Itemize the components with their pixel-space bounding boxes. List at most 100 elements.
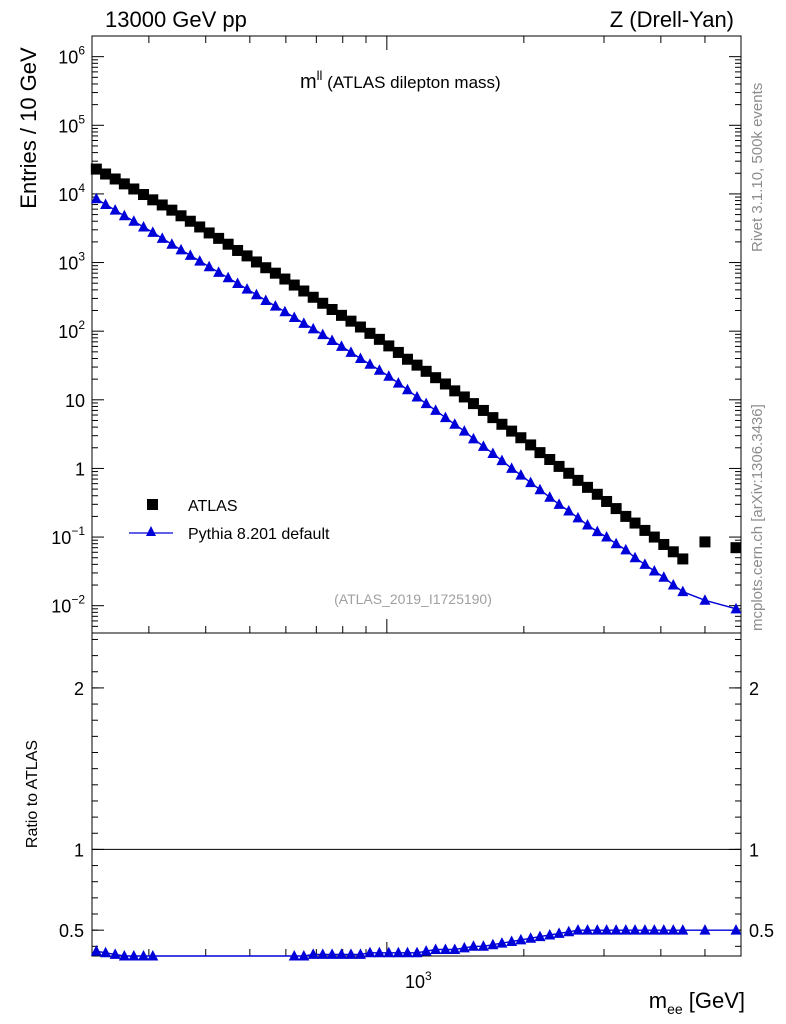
atlas-point [496, 418, 508, 430]
ratio-point [317, 948, 329, 959]
ratio-point [582, 924, 594, 935]
mc-point [364, 358, 376, 369]
atlas-point [601, 495, 613, 507]
atlas-point [515, 432, 527, 444]
ratio-point [90, 945, 102, 956]
main-frame [91, 35, 742, 634]
mc-point [128, 215, 140, 226]
atlas-point [109, 173, 121, 185]
atlas-point [194, 221, 206, 233]
atlas-point [288, 279, 300, 291]
ratio-point [401, 946, 413, 958]
atlas-point [241, 250, 253, 262]
mc-point [572, 511, 584, 523]
x-axis-label: mee [GeV] [649, 988, 745, 1017]
mc-point [232, 277, 244, 289]
mc-point [420, 397, 432, 409]
atlas-point [639, 524, 651, 536]
atlas-point [487, 412, 499, 424]
atlas-point [730, 542, 742, 554]
atlas-point [534, 447, 546, 459]
ratio-point [572, 924, 584, 935]
y-tick-label: 103 [58, 250, 85, 274]
atlas-point [156, 199, 168, 211]
atlas-point [677, 553, 689, 565]
atlas-point [298, 285, 310, 297]
mc-point [411, 390, 423, 402]
ratio-point [467, 940, 479, 951]
legend-label-pythia: Pythia 8.201 default [188, 526, 330, 543]
atlas-point [420, 365, 432, 377]
atlas-point [175, 210, 187, 222]
ratio-point [610, 924, 622, 935]
mc-point [620, 543, 632, 555]
ratio-point [345, 948, 357, 959]
mc-point [184, 249, 196, 260]
mc-point [563, 504, 575, 516]
atlas-point [525, 439, 537, 451]
ratio-point [128, 950, 140, 961]
atlas-point [279, 273, 291, 285]
atlas-point [100, 168, 112, 180]
atlas-point [411, 359, 423, 371]
atlas-point [572, 474, 584, 486]
mc-point [553, 498, 565, 509]
ratio-y-tick-label-right: 1 [749, 840, 759, 860]
mc-point [392, 377, 404, 388]
ratio-point [138, 950, 150, 961]
atlas-point [467, 398, 479, 410]
ratio-point [458, 941, 470, 953]
atlas-point [620, 510, 632, 522]
mc-point [496, 454, 508, 466]
mc-point [658, 571, 670, 582]
ratio-point [430, 943, 442, 955]
mc-point [260, 294, 272, 305]
ratio-point [298, 950, 310, 961]
mc-point [90, 192, 102, 204]
atlas-point [699, 536, 711, 548]
atlas-point [392, 346, 404, 358]
mc-point [109, 204, 121, 215]
mc-point [601, 531, 613, 542]
mc-point [203, 260, 215, 272]
atlas-point [354, 321, 366, 333]
ratio-point [515, 933, 527, 945]
mc-point [458, 425, 470, 436]
ratio-point [658, 924, 670, 935]
atlas-point [184, 215, 196, 227]
ratio-point [335, 948, 347, 959]
atlas-point [147, 194, 159, 206]
atlas-point [166, 204, 178, 216]
mc-point [639, 558, 651, 569]
analysis-id-label: (ATLAS_2019_I1725190) [334, 591, 492, 607]
atlas-point [563, 467, 575, 479]
mc-point [213, 266, 225, 277]
energy-label: 13000 GeV pp [105, 7, 247, 32]
ratio-point [677, 924, 689, 935]
mc-point [582, 518, 594, 530]
mc-point [147, 226, 159, 237]
atlas-point [260, 262, 272, 274]
ratio-point [326, 948, 338, 959]
ratio-y-tick-label-right: 2 [749, 679, 759, 699]
mc-point [138, 220, 150, 232]
ratio-panel: 0.5 0.5 1 1 2 2 [59, 638, 774, 956]
mc-point [610, 537, 622, 549]
y-tick-label: 105 [58, 112, 85, 136]
x-tick-label-1000: 103 [405, 969, 432, 992]
atlas-point [582, 481, 594, 493]
atlas-point [401, 353, 413, 365]
ratio-point [667, 924, 679, 935]
atlas-point [345, 315, 357, 327]
ratio-point [383, 946, 395, 958]
y-tick-label: 104 [58, 181, 85, 205]
atlas-point [477, 404, 489, 416]
y-tick-label: 10−2 [51, 593, 85, 617]
mc-point [279, 305, 291, 317]
atlas-point [383, 340, 395, 352]
ratio-point [506, 935, 518, 946]
mc-point [629, 551, 641, 563]
y-tick-label: 10−1 [51, 524, 85, 548]
legend: ATLAS Pythia 8.201 default [129, 498, 330, 543]
